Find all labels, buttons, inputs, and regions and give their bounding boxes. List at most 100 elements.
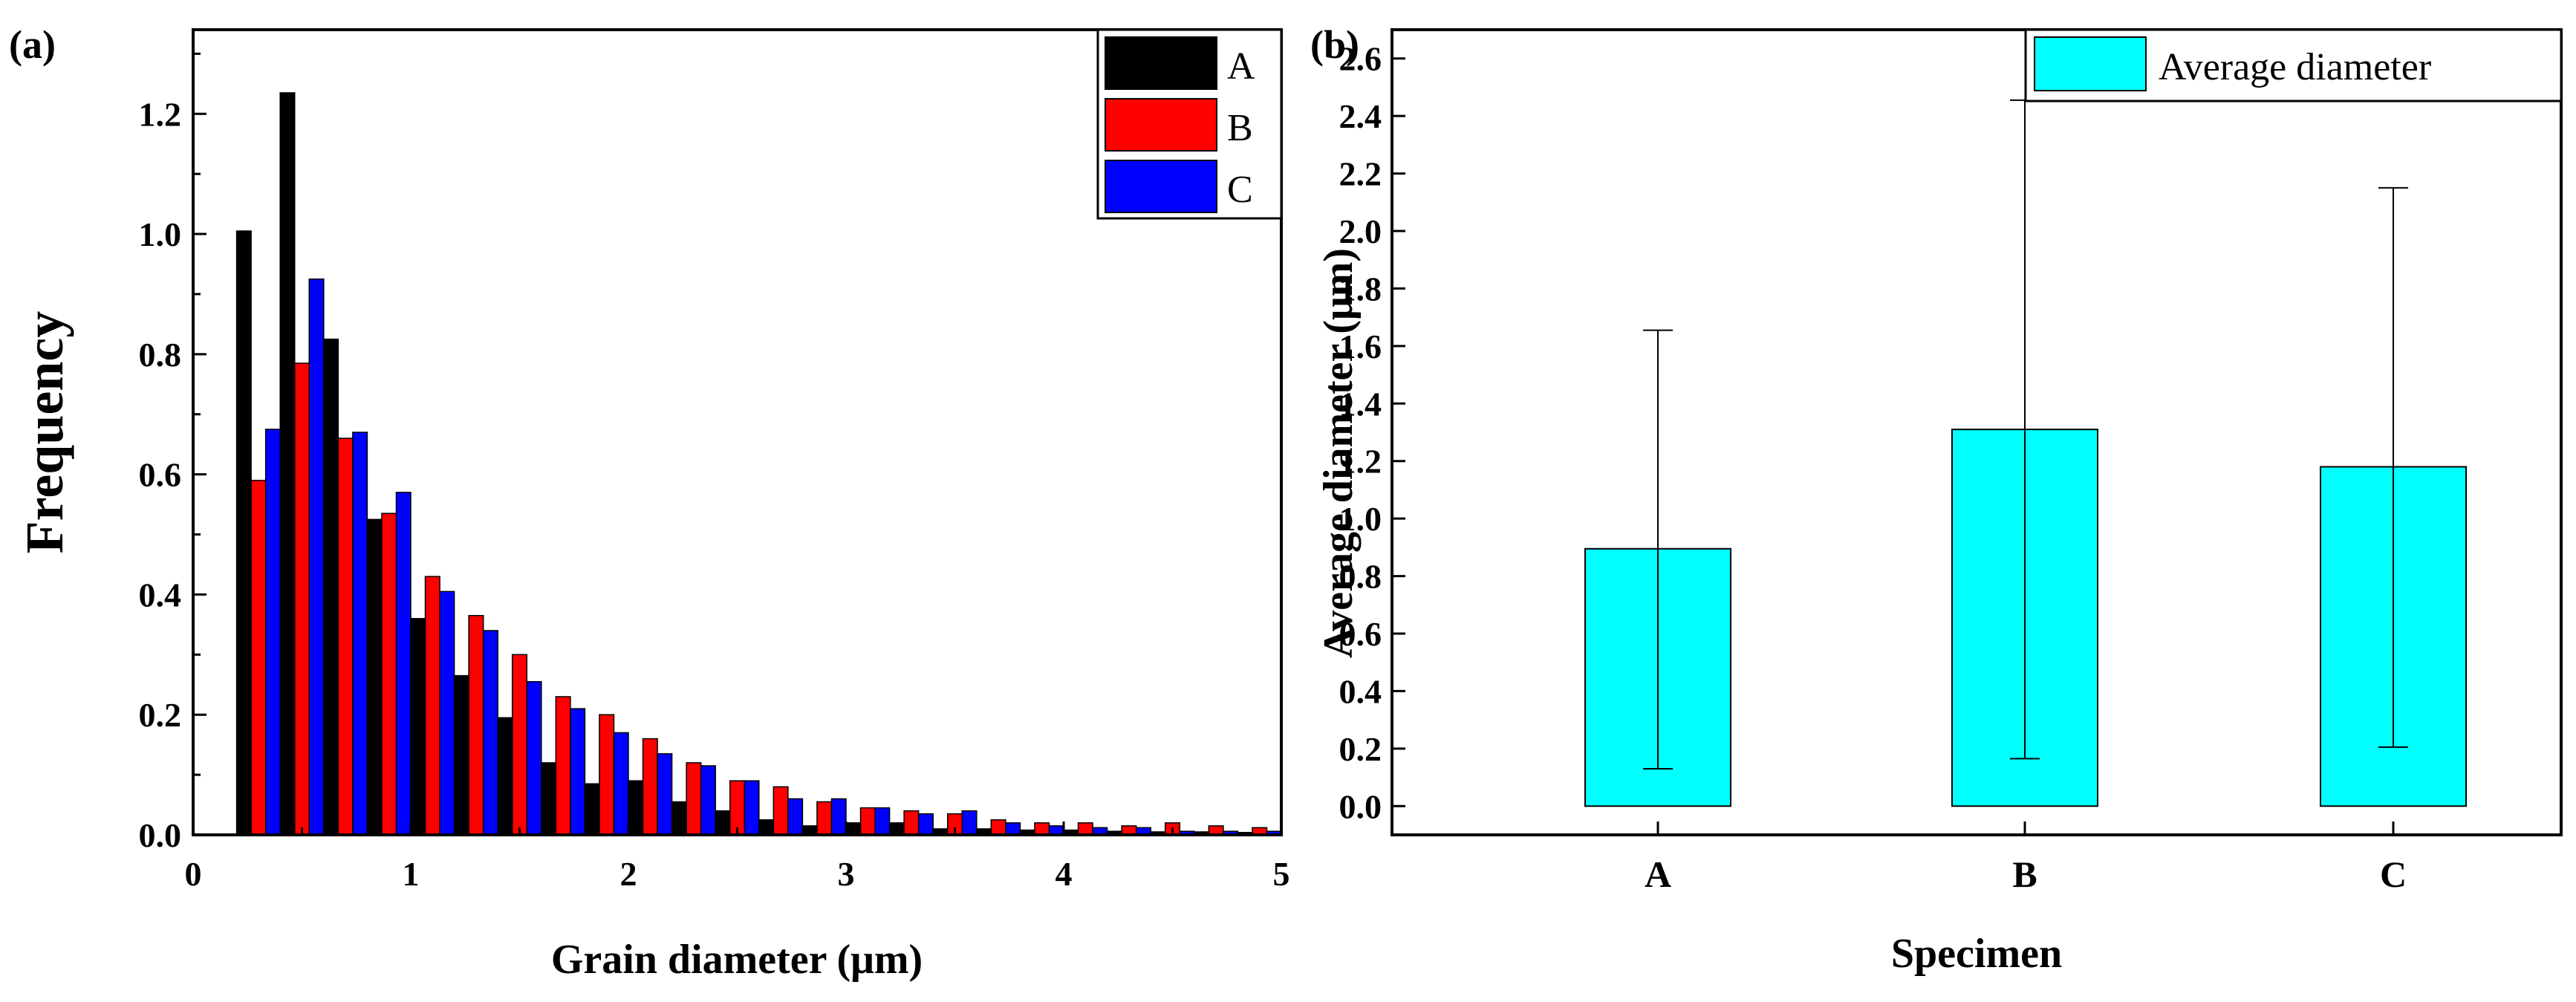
panel-a-x-title: Grain diameter (μm) [551, 937, 923, 983]
y-tick-label: 2.6 [1339, 40, 1382, 78]
bar-a-bin-15 [888, 822, 905, 836]
y-tick-label: 1.6 [1339, 328, 1382, 365]
x-tick-label: B [2012, 853, 2037, 895]
legend-label-a: A [1227, 45, 1255, 88]
bar-a-bin-0 [235, 230, 252, 836]
bar-a-bin-8 [584, 783, 600, 836]
panel-a-y-ticks: 0.0 0.2 0.4 0.6 0.8 1.0 1.2 [139, 52, 206, 854]
y-tick-label: 0.2 [1339, 730, 1382, 768]
y-tick-label: 1.0 [139, 215, 182, 253]
bar-a-bin-12 [758, 819, 775, 836]
x-tick-label: C [2380, 853, 2407, 895]
y-tick-label: 0.0 [1339, 787, 1382, 825]
y-tick-label: 0.6 [139, 456, 182, 494]
y-tick-label: 1.4 [1339, 385, 1382, 423]
bar-c-bin-13 [830, 798, 847, 836]
bar-c-bin-9 [657, 753, 673, 836]
x-tick-label: 4 [1056, 855, 1073, 893]
bar-a-bin-2 [323, 338, 339, 836]
y-tick-label: 0.8 [139, 336, 182, 374]
panel-a-y-title: Frequency [15, 311, 74, 554]
bar-b-bin-12 [773, 786, 789, 836]
bar-a-bin-14 [845, 822, 862, 836]
bar-a-bin-7 [541, 762, 557, 836]
bar-c-bin-5 [482, 630, 498, 836]
bar-b-bin-6 [511, 654, 528, 836]
y-tick-label: 0.6 [1339, 615, 1382, 653]
panel-a-label: (a) [9, 22, 56, 67]
x-tick-label: 1 [403, 855, 420, 893]
panel-b-bars [1584, 99, 2467, 807]
bar-c-bin-15 [917, 813, 934, 836]
panel-b-x-title: Specimen [1891, 931, 2062, 977]
bar-a-bin-11 [715, 810, 731, 836]
y-tick-label: 2.2 [1339, 155, 1382, 193]
bar-b-bin-10 [686, 762, 702, 836]
bar-c-bin-1 [308, 278, 325, 836]
panel-a-legend: A B C [1096, 28, 1283, 220]
bar-b-bin-15 [903, 810, 920, 836]
legend-label-average: Average diameter [2159, 46, 2431, 88]
bar-b-bin-11 [729, 780, 746, 836]
panel-b-x-ticks: A B C [1645, 822, 2407, 895]
bar-a-bin-4 [410, 618, 426, 836]
panel-b-legend: Average diameter [2024, 28, 2563, 103]
bar-c-bin-16 [961, 810, 978, 836]
bar-c-bin-0 [264, 429, 281, 836]
panel-b-y-ticks: 0.0 0.2 0.4 0.6 0.8 1.0 1.2 1.4 1.6 1.8 2.0 2.2 2.4 2… [1339, 40, 1405, 825]
panel-b-label: (b) [1310, 22, 1359, 67]
bar-c-bin-10 [700, 765, 716, 836]
bar-a-bin-5 [453, 674, 469, 836]
bar-c-bin-7 [570, 708, 586, 836]
bar-a-bin-9 [628, 780, 644, 836]
bar-a-bin-3 [366, 518, 383, 836]
bar-c-bin-17 [1005, 822, 1021, 836]
bar-b-bin-9 [642, 738, 658, 836]
legend-swatch-b [1105, 98, 1217, 152]
bar-b-bin-1 [293, 362, 310, 836]
x-tick-label: 5 [1273, 855, 1290, 893]
panel-a-histogram: (a) 0.0 0.2 0.4 0.6 0.8 1.0 1.2 0 1 2 3 4 5 Grain d… [9, 22, 1290, 983]
bar-c-bin-8 [613, 732, 629, 836]
panel-b-y-title: Average diameter (μm) [1315, 248, 1362, 658]
bar-b-bin-17 [990, 819, 1006, 836]
y-tick-label: 2.4 [1339, 97, 1382, 135]
bar-a-bin-6 [497, 717, 513, 836]
y-tick-label: 0.0 [139, 816, 182, 854]
bar-c-bin-14 [874, 807, 891, 836]
legend-swatch-average [2034, 36, 2147, 91]
bar-b-bin-18 [1034, 822, 1050, 836]
bar-c-bin-6 [526, 680, 542, 836]
bar-b-bin-3 [381, 513, 397, 836]
bar-c-bin-4 [439, 591, 455, 836]
legend-label-b: B [1227, 107, 1253, 149]
panel-b-frame [1391, 28, 2563, 836]
bar-c-bin-12 [787, 798, 804, 836]
legend-swatch-c [1105, 160, 1217, 213]
y-tick-label: 1.2 [139, 95, 182, 133]
bar-b-bin-14 [859, 807, 876, 836]
bar-b-bin-2 [337, 437, 354, 836]
bar-c-bin-2 [352, 432, 368, 836]
panel-b-average-diameter: (b) 0.0 0.2 0.4 0.6 0.8 1.0 1.2 1.4 1.6 1.8 2.0 2.2… [1310, 22, 2563, 977]
y-tick-label: 0.4 [1339, 672, 1382, 710]
y-tick-label: 2.0 [1339, 212, 1382, 250]
bar-b-bin-7 [555, 696, 571, 836]
y-tick-label: 0.2 [139, 696, 182, 734]
legend-label-c: C [1227, 169, 1253, 211]
y-tick-label: 1.0 [1339, 500, 1382, 538]
y-tick-label: 1.8 [1339, 270, 1382, 308]
bar-b-bin-13 [816, 801, 833, 836]
bar-c-bin-11 [744, 780, 760, 836]
y-tick-label: 1.2 [1339, 443, 1382, 481]
bar-b-bin-8 [599, 714, 615, 836]
panel-a-x-ticks: 0 1 2 3 4 5 [185, 822, 1290, 893]
x-tick-label: A [1645, 853, 1671, 895]
legend-swatch-a [1105, 36, 1217, 90]
x-tick-label: 2 [620, 855, 637, 893]
x-tick-label: 3 [838, 855, 855, 893]
bar-a-bin-10 [671, 801, 687, 836]
y-tick-label: 0.4 [139, 576, 182, 614]
bar-b-bin-5 [468, 614, 484, 836]
